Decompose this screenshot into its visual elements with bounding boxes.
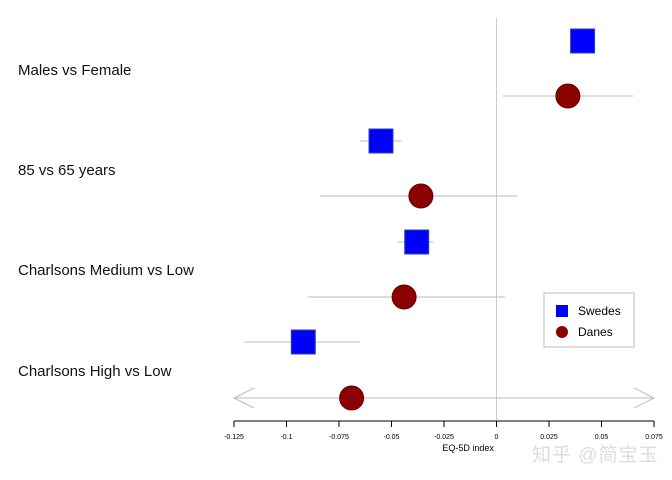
point-swedes (404, 229, 430, 255)
legend-swatch-swedes (556, 305, 568, 317)
legend: Swedes Danes (543, 292, 635, 348)
point-danes (555, 83, 581, 109)
x-tick-label: 0.075 (645, 434, 663, 441)
point-danes (408, 183, 434, 209)
x-tick-label: 0.025 (540, 434, 558, 441)
legend-swatch-danes (556, 326, 568, 338)
x-tick-label: 0.05 (595, 434, 609, 441)
point-swedes (570, 28, 596, 54)
x-tick-label: -0.1 (280, 434, 292, 441)
x-tick-label: -0.075 (329, 434, 349, 441)
legend-box (543, 292, 635, 348)
x-tick-label: -0.025 (434, 434, 454, 441)
legend-label: Swedes (578, 304, 621, 318)
category-label: Charlsons Medium vs Low (18, 262, 194, 279)
category-label: Males vs Female (18, 62, 132, 79)
ci-arrow-right (633, 387, 656, 409)
x-axis-label: EQ-5D index (442, 443, 494, 453)
point-danes (339, 385, 365, 411)
category-label: Charlsons High vs Low (18, 363, 172, 380)
category-label: 85 vs 65 years (18, 162, 116, 179)
x-tick-label: 0 (495, 434, 499, 441)
x-tick-label: -0.125 (224, 434, 244, 441)
x-tick-label: -0.05 (384, 434, 400, 441)
legend-label: Danes (578, 325, 613, 339)
watermark: 知乎 @简宝玉 (532, 445, 659, 466)
point-danes (391, 284, 417, 310)
point-swedes (290, 329, 316, 355)
point-swedes (368, 128, 394, 154)
ci-arrow-left (232, 387, 255, 409)
